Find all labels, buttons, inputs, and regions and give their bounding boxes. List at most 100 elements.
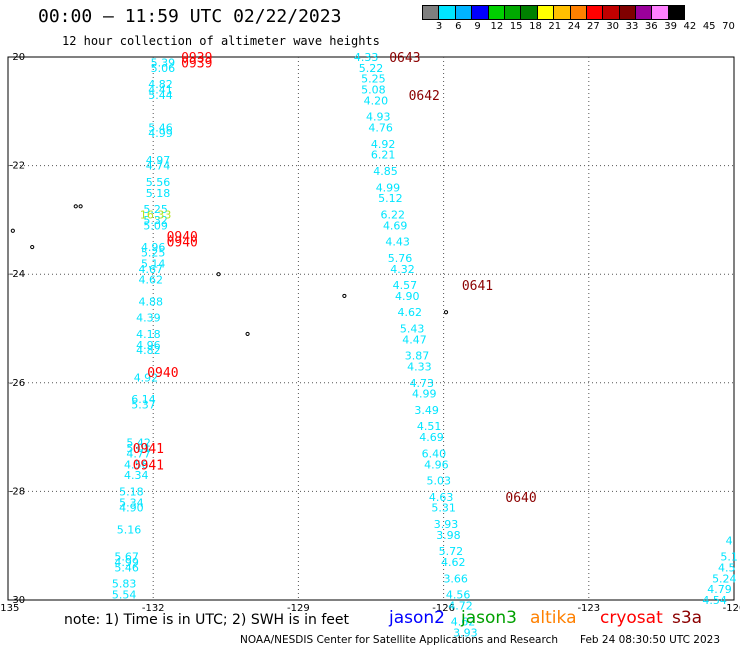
- wave-height-value: 16.33: [140, 208, 172, 221]
- map-subtitle: 12 hour collection of altimeter wave hei…: [62, 34, 380, 48]
- wave-height-value: 4: [726, 534, 733, 547]
- pass-time-label: 0939: [181, 56, 212, 71]
- colorbar-label: 42: [683, 21, 697, 32]
- latitude-tick-label: -20: [9, 52, 25, 63]
- pass-time-label: 0939: [181, 51, 212, 66]
- wave-height-value: 4.39: [136, 312, 161, 325]
- colorbar-label: 12: [490, 21, 504, 32]
- wave-height-value: 4.63: [429, 491, 454, 504]
- colorbar-label: 9: [474, 21, 481, 32]
- wave-height-value: 4.34: [124, 469, 149, 482]
- pass-time-label: 0643: [389, 51, 420, 66]
- wave-height-value: 5.76: [388, 252, 413, 265]
- wave-height-value: 4.72: [448, 599, 473, 612]
- wave-height-value: 4.76: [368, 122, 393, 135]
- wave-height-value: 5.08: [361, 84, 386, 97]
- satellite-legend-item: jason3: [461, 608, 517, 628]
- wave-height-value: 5.22: [359, 62, 384, 75]
- colorbar-label: 70: [722, 21, 735, 32]
- wave-height-value: 6.21: [371, 149, 396, 162]
- wave-height-value: 4.33: [407, 361, 432, 374]
- wave-height-value: 5.32: [143, 214, 168, 227]
- island-marker: [10, 228, 15, 233]
- island-marker: [30, 244, 35, 250]
- pass-time-label: 0940: [147, 366, 178, 381]
- colorbar-label: 30: [606, 21, 620, 32]
- wave-height-value: 4.47: [402, 333, 427, 346]
- wave-height-value: 5.18: [119, 485, 144, 498]
- wave-height-value: 6.40: [422, 447, 447, 460]
- wave-height-value: 4.96: [424, 458, 449, 471]
- latitude-tick-label: -26: [9, 378, 25, 389]
- generated-timestamp: Feb 24 08:30:50 UTC 2023: [580, 634, 720, 646]
- wave-height-value: 4.69: [383, 219, 408, 232]
- wave-height-value: 5.46: [148, 122, 173, 135]
- wave-height-value: 5.14: [141, 257, 166, 270]
- wave-height-value: 5.03: [427, 475, 452, 488]
- wave-height-value: 4.56: [446, 589, 471, 602]
- wave-height-value: 4.79: [707, 583, 732, 596]
- wave-height-value: 5.56: [146, 176, 171, 189]
- longitude-tick-label: -135: [0, 603, 19, 614]
- colorbar-label: 3: [435, 21, 443, 32]
- wave-height-value: 4.32: [390, 263, 415, 276]
- wave-height-value: 5.25: [143, 203, 168, 216]
- wave-height-value: 3.49: [414, 404, 439, 417]
- colorbar-label: 39: [664, 21, 677, 32]
- wave-height-value: 4.51: [417, 420, 442, 433]
- wave-height-value: 4.62: [139, 274, 164, 287]
- wave-height-value: 4.73: [410, 377, 435, 390]
- wave-height-value: 4.74: [146, 160, 171, 173]
- wave-height-value: 5.54: [112, 589, 137, 602]
- wave-height-value: 5.16: [117, 523, 142, 536]
- wave-height-value: 5.46: [114, 561, 139, 574]
- colorbar-label: 6: [455, 21, 462, 32]
- pass-time-label: 0941: [133, 442, 164, 457]
- wave-height-value: 5.43: [400, 323, 425, 336]
- wave-height-value: 4.20: [364, 94, 389, 107]
- wave-height-value: 3.87: [405, 350, 430, 363]
- colorbar-label: 27: [587, 21, 600, 32]
- wave-height-value: 5.34: [119, 496, 144, 509]
- wave-height-value: 4.93: [366, 111, 391, 124]
- colorbar-label: 33: [625, 21, 639, 32]
- wave-height-value: 4.92: [371, 138, 396, 151]
- wave-height-colorbar: [422, 5, 686, 20]
- wave-height-value: 4.82: [136, 344, 161, 357]
- colorbar-label: 36: [644, 21, 658, 32]
- wave-height-value: 5.09: [143, 219, 168, 232]
- wave-height-value: 4.99: [148, 127, 173, 140]
- longitude-tick-label: -123: [577, 603, 600, 614]
- wave-height-value: 4.99: [114, 556, 139, 569]
- latitude-tick-label: -30: [9, 595, 25, 606]
- colorbar-label: 15: [509, 21, 523, 32]
- latitude-tick-label: -24: [9, 269, 25, 280]
- wave-height-value: 4.92: [134, 371, 159, 384]
- wave-height-value: 4.5: [718, 561, 736, 574]
- wave-height-value: 3.93: [453, 627, 478, 640]
- satellite-legend-item: s3a: [672, 608, 703, 628]
- credit-line: NOAA/NESDIS Center for Satellite Applica…: [240, 634, 558, 646]
- wave-height-value: 4.96: [136, 339, 161, 352]
- wave-height-value: 4.33: [354, 51, 379, 64]
- island-marker: [216, 272, 221, 277]
- island-marker: [73, 204, 78, 209]
- latitude-tick-label: -28: [9, 486, 25, 497]
- longitude-tick-label: -132: [142, 603, 165, 614]
- island-marker: [342, 293, 347, 299]
- wave-height-value: 4.85: [373, 165, 398, 178]
- wave-height-value: 5.44: [148, 89, 173, 102]
- colorbar-label: 45: [702, 21, 716, 32]
- longitude-tick-label: -129: [287, 603, 310, 614]
- wave-height-value: 5.1: [720, 551, 738, 564]
- colorbar-label: 24: [567, 21, 581, 32]
- island-marker: [443, 310, 449, 315]
- footer-note: note: 1) Time is in UTC; 2) SWH is in fe…: [64, 612, 350, 628]
- wave-height-value: 5.39: [151, 56, 176, 69]
- wave-height-value: 6.14: [131, 393, 156, 406]
- wave-height-value: 6.22: [381, 208, 406, 221]
- wave-height-value: 4.57: [393, 279, 418, 292]
- wave-height-value: 5.24: [712, 572, 737, 585]
- wave-height-value: 4.62: [441, 556, 466, 569]
